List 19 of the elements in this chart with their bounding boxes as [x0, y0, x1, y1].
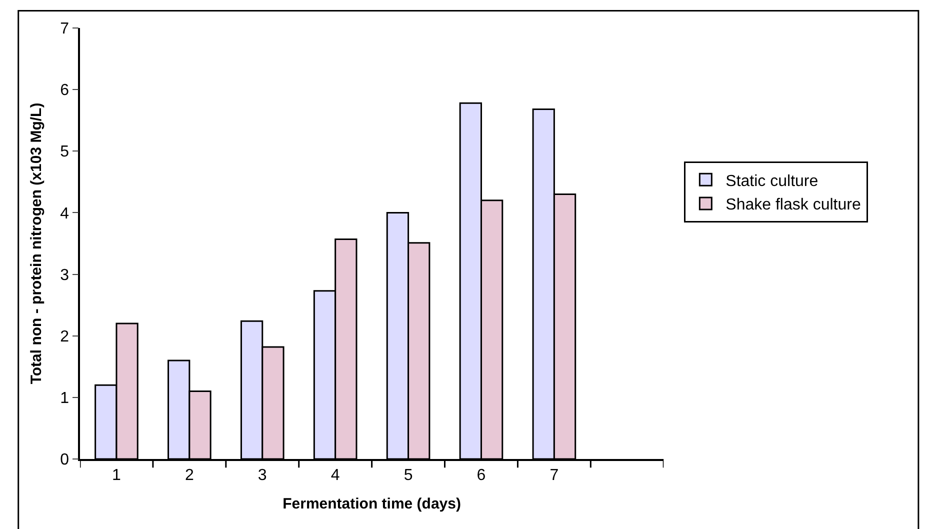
- y-tick-label: 7: [60, 20, 70, 38]
- y-tick-label: 3: [60, 266, 70, 284]
- y-tick-label: 5: [60, 144, 70, 161]
- y-tick-label: 6: [60, 82, 70, 100]
- x-tick-label: 3: [258, 466, 267, 484]
- y-tick-label: 4: [60, 205, 70, 222]
- x-tick-label: 6: [476, 466, 486, 484]
- y-axis-title: Total non - protein nitrogen (x103 Mg/L): [28, 102, 45, 384]
- legend-label: Shake flask culture: [726, 196, 861, 214]
- x-tick-label: 7: [550, 466, 559, 484]
- x-tick-label: 5: [404, 466, 413, 484]
- y-tick-label: 1: [60, 390, 70, 408]
- y-tick-label: 0: [60, 452, 70, 469]
- x-tick-label: 1: [112, 466, 122, 484]
- x-tick-label: 4: [330, 466, 340, 484]
- x-tick-label: 2: [184, 466, 194, 484]
- x-axis-title: Fermentation time (days): [282, 495, 461, 512]
- legend-label: Static culture: [726, 172, 818, 190]
- y-tick-label: 2: [60, 328, 70, 346]
